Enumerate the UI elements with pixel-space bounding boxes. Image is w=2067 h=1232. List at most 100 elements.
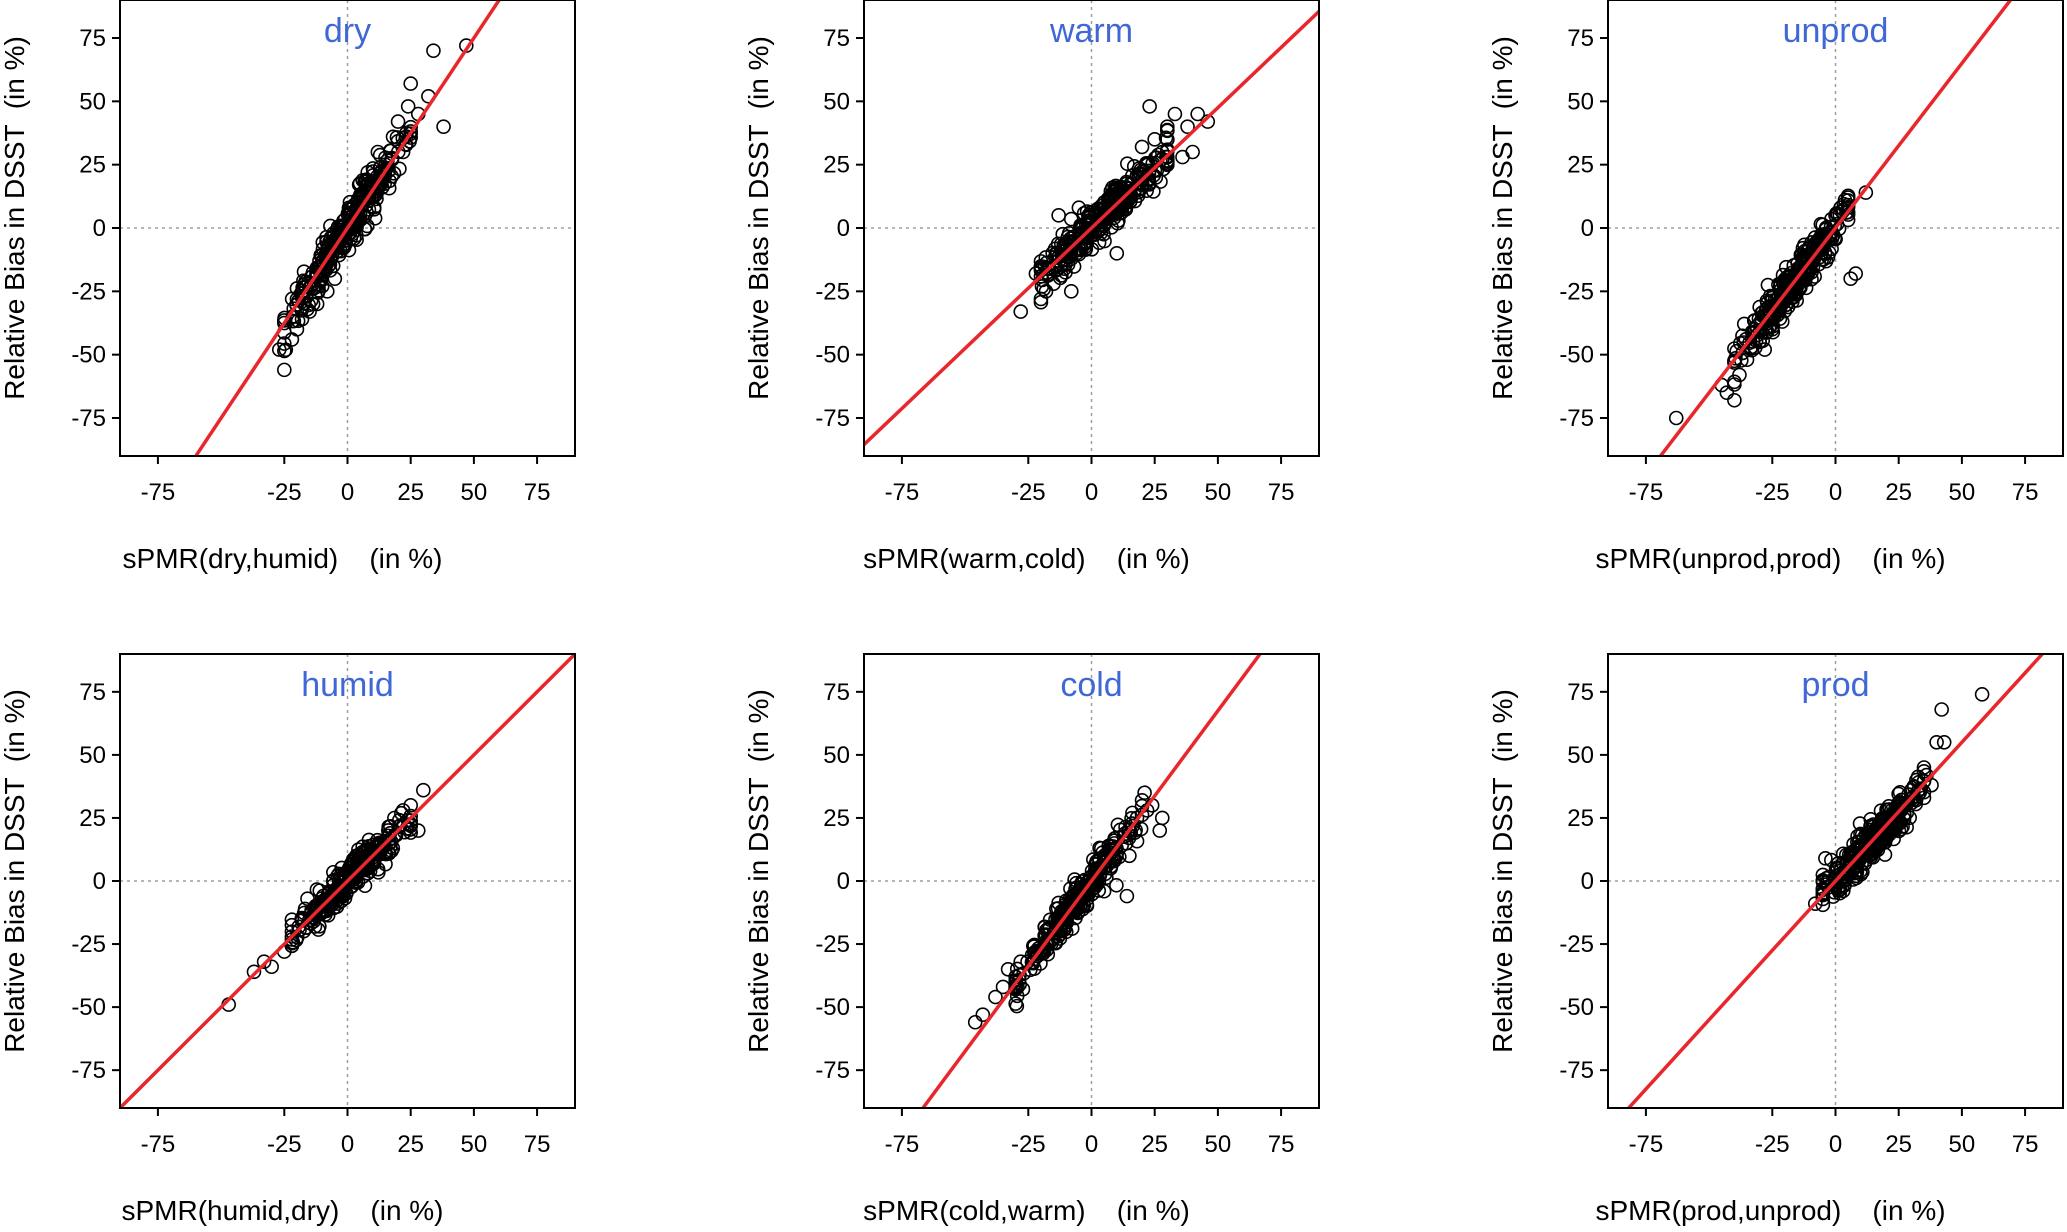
y-tick-label: 25 [79,152,106,179]
y-tick-label: 0 [837,868,850,895]
x-axis-title: sPMR(cold,warm) (in %) [863,1195,1190,1226]
scatter-point [1727,392,1742,408]
y-tick-label: 50 [1567,742,1594,769]
y-tick-label: -50 [815,994,850,1021]
y-tick-label: 75 [1567,679,1594,706]
y-tick-label: -75 [1559,405,1594,432]
y-axis-title: Relative Bias in DSST (in %) [0,689,30,1053]
panel-humid: 75 50 25 0 -25 -50 -75 -75 -25 0 25 50 75 humid sPMR(h… [0,653,576,1226]
scatter-point [346,231,362,246]
x-tick-label: -75 [1629,479,1664,506]
x-axis-title: sPMR(prod,unprod) (in %) [1595,1195,1945,1226]
scatter-point [1816,233,1831,249]
scatter-point [1762,307,1778,323]
y-tick-label: -25 [71,931,106,958]
scatter-point [1134,139,1150,155]
x-tick-label: -25 [267,479,302,506]
scatter-point [436,119,451,134]
scatter-point [1046,276,1061,292]
y-tick-label: 50 [823,742,850,769]
scatter-point [1116,829,1132,845]
scatter-point [403,76,418,91]
x-tick-label: 75 [1268,479,1295,506]
scatter-point [1125,805,1140,821]
scatter-point [332,881,347,897]
x-tick-label: -25 [1011,1131,1046,1158]
scatter-points [1807,687,1990,913]
scatter-point [306,905,322,921]
scatter-point [314,278,330,294]
scatter-point [347,867,363,882]
scatter-point [1185,144,1200,160]
scatter-point [1148,170,1164,185]
scatter-point [385,129,401,145]
y-axis-title: Relative Bias in DSST (in %) [743,689,774,1053]
panel-prod: 75 50 25 0 -25 -50 -75 -75 -25 0 25 50 75 prod sPMR(pr… [1487,653,2064,1226]
panel-warm: 75 50 25 0 -25 -50 -75 -75 -25 0 25 50 75 warm sPMR(wa… [743,0,1320,574]
scatter-point [319,284,335,299]
scatter-point [1109,877,1124,893]
scatter-point [271,342,287,357]
scatter-point [391,819,407,835]
scatter-point [336,240,351,255]
y-tick-label: -75 [815,405,850,432]
panel-title: dry [324,12,371,50]
scatter-point [319,229,334,245]
scatter-point [1092,859,1108,875]
scatter-point [345,869,360,885]
scatter-point [395,803,411,818]
scatter-point [1071,229,1087,245]
scatter-point [1160,122,1175,138]
scatter-point [1807,269,1822,284]
x-tick-label: 25 [397,1131,424,1158]
y-tick-label: 75 [1567,25,1594,52]
scatter-point [1147,132,1162,147]
scatter-point [1757,342,1773,357]
scatter-point [370,144,386,160]
scatter-point [1112,822,1128,838]
scatter-point [1180,119,1195,134]
x-tick-label: 75 [524,1131,551,1158]
x-tick-label: -75 [885,479,920,506]
y-tick-label: -25 [71,278,106,305]
y-tick-label: 50 [1567,88,1594,115]
scatter-point [357,221,373,237]
x-axis-title: sPMR(humid,dry) (in %) [121,1195,443,1226]
x-tick-label: 50 [1205,1131,1232,1158]
y-tick-label: -25 [815,278,850,305]
panel-title: prod [1801,666,1869,704]
scatter-point [387,810,402,826]
scatter-point [294,311,310,327]
scatter-point [360,173,375,189]
x-tick-label: 50 [461,479,488,506]
y-tick-label: -50 [1559,342,1594,369]
y-tick-label: -75 [71,405,106,432]
y-tick-label: -75 [1559,1057,1594,1084]
scatter-point [1843,271,1858,286]
scatter-points [967,785,1170,1030]
scatter-point [1119,888,1135,904]
y-tick-label: 0 [93,868,106,895]
scatter-point [296,273,311,289]
scatter-point [995,979,1011,995]
x-tick-label: 75 [2012,1131,2039,1158]
y-tick-label: 25 [823,152,850,179]
scatter-point [1864,846,1880,861]
y-tick-label: -50 [815,342,850,369]
scatter-point [302,304,317,319]
scatter-point [320,908,336,923]
scatter-point [277,362,292,378]
scatter-point [1009,988,1025,1004]
y-tick-label: -25 [815,931,850,958]
scatter-point [1719,385,1735,400]
scatter-point [284,912,300,927]
scatter-point [1807,896,1823,912]
y-tick-label: 25 [1567,152,1594,179]
panel-dry: 75 50 25 0 -25 -50 -75 -75 -25 0 25 50 75 dry sPMR(dry… [0,0,576,574]
scatter-point [1190,106,1205,122]
scatter-point [1033,291,1049,307]
scatter-point [284,929,300,944]
y-tick-label: -50 [1559,994,1594,1021]
scatter-point [331,866,347,882]
scatter-point [366,847,382,862]
